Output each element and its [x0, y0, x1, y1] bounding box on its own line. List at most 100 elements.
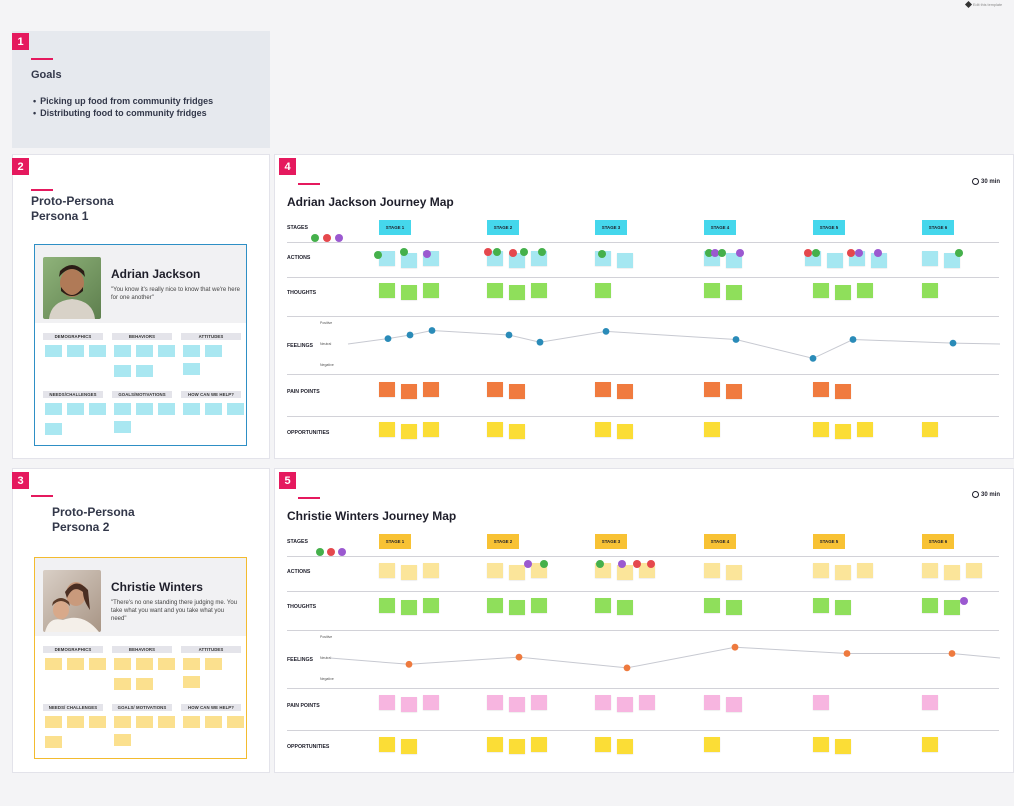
reaction-dot[interactable] [493, 248, 501, 256]
reaction-dot[interactable] [509, 249, 517, 257]
thought-sticky[interactable] [487, 283, 503, 298]
opportunity-sticky[interactable] [922, 422, 938, 437]
thought-sticky[interactable] [922, 283, 938, 298]
persona-sticky-note[interactable] [183, 676, 200, 688]
reaction-dot[interactable] [520, 248, 528, 256]
opportunity-sticky[interactable] [857, 422, 873, 437]
persona-sticky-note[interactable] [114, 678, 131, 690]
thought-sticky[interactable] [726, 600, 742, 615]
persona-sticky-note[interactable] [114, 403, 131, 415]
action-sticky[interactable] [726, 565, 742, 580]
pain-point-sticky[interactable] [487, 382, 503, 397]
persona-sticky-note[interactable] [136, 678, 153, 690]
action-sticky[interactable] [704, 563, 720, 578]
thought-sticky[interactable] [487, 598, 503, 613]
action-sticky[interactable] [857, 563, 873, 578]
reaction-dot[interactable] [855, 249, 863, 257]
opportunity-sticky[interactable] [423, 422, 439, 437]
reaction-dot[interactable] [335, 234, 343, 242]
opportunity-sticky[interactable] [922, 737, 938, 752]
persona-sticky-note[interactable] [158, 658, 175, 670]
reaction-dot[interactable] [847, 249, 855, 257]
action-sticky[interactable] [379, 251, 395, 266]
reaction-dot[interactable] [540, 560, 548, 568]
action-sticky[interactable] [922, 563, 938, 578]
opportunity-sticky[interactable] [595, 737, 611, 752]
pain-point-sticky[interactable] [379, 382, 395, 397]
persona-sticky-note[interactable] [158, 716, 175, 728]
persona-sticky-note[interactable] [67, 345, 84, 357]
reaction-dot[interactable] [618, 560, 626, 568]
persona-sticky-note[interactable] [114, 421, 131, 433]
thought-sticky[interactable] [379, 598, 395, 613]
thought-sticky[interactable] [531, 283, 547, 298]
action-sticky[interactable] [617, 565, 633, 580]
persona-sticky-note[interactable] [205, 658, 222, 670]
opportunity-sticky[interactable] [617, 424, 633, 439]
thought-sticky[interactable] [509, 600, 525, 615]
thought-sticky[interactable] [922, 598, 938, 613]
pain-point-sticky[interactable] [704, 382, 720, 397]
persona-sticky-note[interactable] [136, 403, 153, 415]
reaction-dot[interactable] [538, 248, 546, 256]
persona-sticky-note[interactable] [136, 658, 153, 670]
thought-sticky[interactable] [835, 285, 851, 300]
persona-sticky-note[interactable] [183, 363, 200, 375]
reaction-dot[interactable] [338, 548, 346, 556]
persona-sticky-note[interactable] [45, 423, 62, 435]
stage-box[interactable]: STAGE 3 [595, 534, 627, 549]
reaction-dot[interactable] [524, 560, 532, 568]
persona-sticky-note[interactable] [45, 345, 62, 357]
opportunity-sticky[interactable] [509, 424, 525, 439]
opportunity-sticky[interactable] [379, 422, 395, 437]
opportunity-sticky[interactable] [487, 422, 503, 437]
opportunity-sticky[interactable] [835, 739, 851, 754]
reaction-dot[interactable] [400, 248, 408, 256]
reaction-dot[interactable] [736, 249, 744, 257]
persona-sticky-note[interactable] [67, 716, 84, 728]
opportunity-sticky[interactable] [487, 737, 503, 752]
pain-point-sticky[interactable] [595, 382, 611, 397]
reaction-dot[interactable] [633, 560, 641, 568]
reaction-dot[interactable] [596, 560, 604, 568]
action-sticky[interactable] [922, 251, 938, 266]
frame-journey-christie[interactable] [274, 468, 1014, 773]
thought-sticky[interactable] [704, 598, 720, 613]
persona-sticky-note[interactable] [183, 658, 200, 670]
persona-sticky-note[interactable] [45, 716, 62, 728]
persona-sticky-note[interactable] [158, 403, 175, 415]
pain-point-sticky[interactable] [509, 697, 525, 712]
pain-point-sticky[interactable] [704, 695, 720, 710]
opportunity-sticky[interactable] [813, 422, 829, 437]
thought-sticky[interactable] [509, 285, 525, 300]
pain-point-sticky[interactable] [922, 695, 938, 710]
thought-sticky[interactable] [617, 600, 633, 615]
opportunity-sticky[interactable] [531, 737, 547, 752]
reaction-dot[interactable] [423, 250, 431, 258]
thought-sticky[interactable] [595, 283, 611, 298]
persona-sticky-note[interactable] [114, 716, 131, 728]
thought-sticky[interactable] [401, 600, 417, 615]
action-sticky[interactable] [401, 253, 417, 268]
persona-sticky-note[interactable] [227, 403, 244, 415]
reaction-dot[interactable] [484, 248, 492, 256]
thought-sticky[interactable] [813, 283, 829, 298]
thought-sticky[interactable] [857, 283, 873, 298]
pain-point-sticky[interactable] [726, 384, 742, 399]
persona-sticky-note[interactable] [89, 658, 106, 670]
stage-box[interactable]: STAGE 4 [704, 534, 736, 549]
pain-point-sticky[interactable] [401, 697, 417, 712]
pain-point-sticky[interactable] [423, 695, 439, 710]
reaction-dot[interactable] [316, 548, 324, 556]
action-sticky[interactable] [835, 565, 851, 580]
pain-point-sticky[interactable] [379, 695, 395, 710]
thought-sticky[interactable] [944, 600, 960, 615]
persona-sticky-note[interactable] [183, 345, 200, 357]
persona-sticky-note[interactable] [205, 345, 222, 357]
persona-sticky-note[interactable] [45, 736, 62, 748]
stage-box[interactable]: STAGE 6 [922, 220, 954, 235]
thought-sticky[interactable] [726, 285, 742, 300]
opportunity-sticky[interactable] [813, 737, 829, 752]
thought-sticky[interactable] [531, 598, 547, 613]
action-sticky[interactable] [871, 253, 887, 268]
